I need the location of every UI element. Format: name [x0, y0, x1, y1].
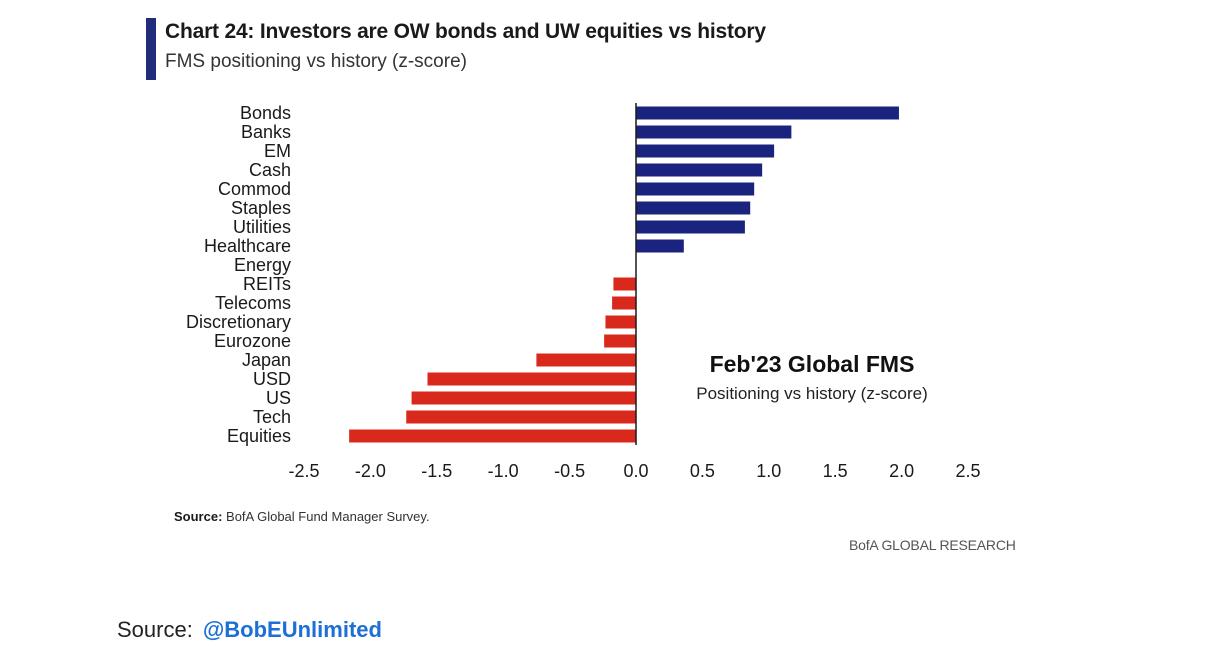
- category-label: Bonds: [240, 103, 291, 123]
- chart-title: Chart 24: Investors are OW bonds and UW …: [165, 20, 766, 43]
- x-tick-label: 0.5: [690, 461, 715, 481]
- x-tick-label: -2.5: [288, 461, 319, 481]
- category-label: Tech: [253, 407, 291, 427]
- category-label: Staples: [231, 198, 291, 218]
- bars-group: [349, 106, 899, 443]
- bar-tech: [406, 410, 636, 424]
- x-tick-label: 1.5: [823, 461, 848, 481]
- credit-line: Source: @BobEUnlimited: [117, 617, 382, 643]
- bar-usd: [427, 372, 636, 386]
- x-tick-label: -1.0: [488, 461, 519, 481]
- bar-staples: [636, 201, 751, 215]
- x-tick-label: -0.5: [554, 461, 585, 481]
- bar-commod: [636, 182, 755, 196]
- x-tick-label: 0.0: [623, 461, 648, 481]
- bar-japan: [536, 353, 636, 367]
- category-label: Healthcare: [204, 236, 291, 256]
- category-labels-group: BondsBanksEMCashCommodStaplesUtilitiesHe…: [186, 103, 291, 446]
- bar-em: [636, 144, 775, 158]
- category-label: Cash: [249, 160, 291, 180]
- x-tick-label: -1.5: [421, 461, 452, 481]
- bar-reits: [613, 277, 636, 291]
- category-label: Banks: [241, 122, 291, 142]
- bofa-brand: BofA GLOBAL RESEARCH: [849, 537, 1016, 553]
- annotation-subtitle: Positioning vs history (z-score): [696, 384, 927, 403]
- bar-cash: [636, 163, 763, 177]
- bar-telecoms: [612, 296, 636, 310]
- bar-healthcare: [636, 239, 684, 253]
- x-tick-label: 2.0: [889, 461, 914, 481]
- credit-label: Source:: [117, 617, 193, 642]
- bar-equities: [349, 429, 636, 443]
- category-label: Equities: [227, 426, 291, 446]
- credit-handle-link[interactable]: @BobEUnlimited: [202, 617, 382, 642]
- bar-bonds: [636, 106, 899, 120]
- source-note: Source: BofA Global Fund Manager Survey.: [174, 509, 430, 524]
- category-label: USD: [253, 369, 291, 389]
- title-accent-bar: [146, 18, 156, 80]
- bar-utilities: [636, 220, 745, 234]
- category-label: REITs: [243, 274, 291, 294]
- chart-subtitle: FMS positioning vs history (z-score): [165, 51, 467, 72]
- bar-us: [411, 391, 636, 405]
- category-label: Telecoms: [215, 293, 291, 313]
- category-label: Energy: [234, 255, 291, 275]
- category-label: Commod: [218, 179, 291, 199]
- category-label: Utilities: [233, 217, 291, 237]
- category-label: Discretionary: [186, 312, 291, 332]
- category-label: Japan: [242, 350, 291, 370]
- x-tick-label: 1.0: [756, 461, 781, 481]
- source-note-label: Source:: [174, 509, 223, 524]
- category-label: US: [266, 388, 291, 408]
- bar-eurozone: [604, 334, 636, 348]
- bar-banks: [636, 125, 792, 139]
- category-label: Eurozone: [214, 331, 291, 351]
- bar-discretionary: [605, 315, 636, 329]
- source-note-text: BofA Global Fund Manager Survey.: [222, 509, 430, 524]
- x-tick-label: -2.0: [355, 461, 386, 481]
- annotation-title: Feb'23 Global FMS: [710, 351, 915, 377]
- x-axis-tick-labels-group: -2.5 -2.0 -1.5 -1.0 -0.5 0.0 0.5 1.0 1.5 2.0 2.5: [288, 461, 980, 481]
- x-tick-label: 2.5: [955, 461, 980, 481]
- category-label: EM: [264, 141, 291, 161]
